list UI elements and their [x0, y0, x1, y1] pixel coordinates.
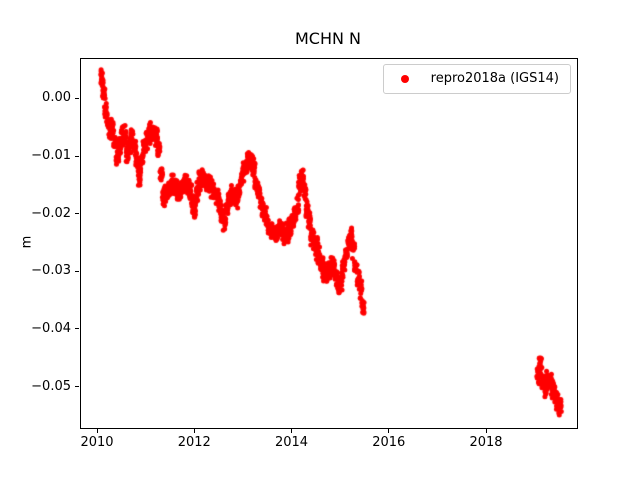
x-tick-label: 2014: [274, 435, 309, 450]
y-tick-mark: [75, 328, 79, 330]
legend-label: repro2018a (IGS14): [430, 71, 559, 86]
x-tick-label: 2012: [177, 435, 211, 450]
x-tick-mark: [388, 429, 390, 433]
y-tick-mark: [75, 97, 79, 99]
x-tick-label: 2016: [372, 435, 406, 450]
y-tick-label: −0.01: [31, 148, 71, 164]
x-tick-mark: [193, 429, 195, 433]
chart-title: MCHN N: [294, 29, 362, 48]
y-tick-label: −0.02: [31, 205, 71, 221]
x-tick-mark: [485, 429, 487, 433]
y-tick-mark: [75, 155, 79, 157]
y-tick-label: −0.04: [31, 320, 71, 336]
scatter-series-canvas: [81, 59, 577, 428]
y-tick-mark: [75, 270, 79, 272]
x-tick-label: 2010: [80, 435, 114, 450]
x-tick-mark: [291, 429, 293, 433]
y-tick-label: 0.00: [42, 90, 71, 106]
y-tick-label: −0.05: [31, 378, 71, 394]
y-tick-mark: [75, 386, 79, 388]
legend-marker-dot-icon: [400, 75, 409, 83]
plot-area: repro2018a (IGS14): [80, 58, 578, 429]
y-axis-label: m: [19, 235, 35, 249]
legend: repro2018a (IGS14): [382, 64, 571, 94]
x-tick-mark: [96, 429, 98, 433]
y-tick-label: −0.03: [31, 263, 71, 279]
x-tick-label: 2018: [469, 435, 503, 450]
y-tick-mark: [75, 213, 79, 215]
